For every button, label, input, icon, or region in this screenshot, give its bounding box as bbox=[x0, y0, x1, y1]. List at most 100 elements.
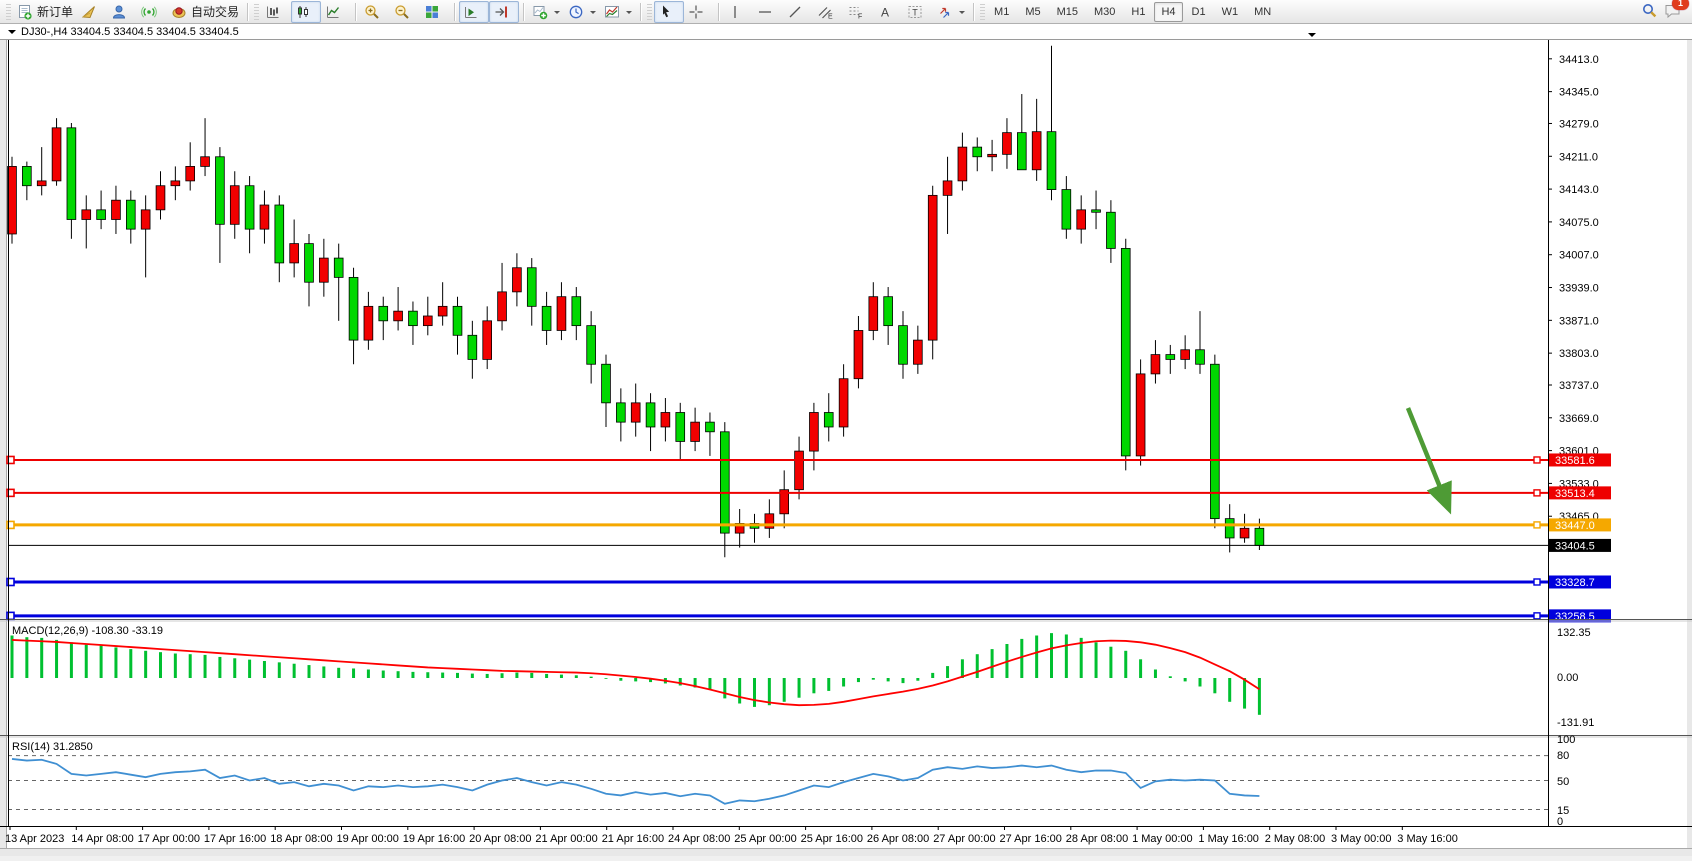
time-tick-label: 27 Apr 00:00 bbox=[933, 833, 995, 845]
line-handle[interactable] bbox=[6, 455, 15, 465]
time-tick-label: 25 Apr 16:00 bbox=[801, 833, 863, 845]
macd-histogram-bar bbox=[84, 644, 88, 678]
candle-up bbox=[81, 209, 92, 220]
indicators-button[interactable] bbox=[528, 1, 564, 23]
timeframe-m5[interactable]: M5 bbox=[1025, 5, 1041, 18]
search-icon[interactable] bbox=[1641, 2, 1658, 22]
candle-down bbox=[675, 412, 686, 442]
macd-histogram-bar bbox=[307, 665, 311, 678]
periods-button[interactable] bbox=[564, 1, 600, 23]
tile-windows-button[interactable] bbox=[420, 1, 450, 23]
candle-up bbox=[987, 153, 997, 158]
zoom-out-button[interactable] bbox=[390, 1, 420, 23]
rsi-scale-label: 50 bbox=[1557, 776, 1569, 788]
timeframe-group: M1 M5 M15 M30 H1 H4 D1 W1 MN bbox=[987, 1, 1278, 22]
label-tool[interactable]: T bbox=[903, 1, 933, 23]
chart-window: 34413.0 34345.0 34279.0 34211.0 34143.0 34075… bbox=[0, 40, 1692, 856]
quick-trade-triangle-icon[interactable] bbox=[1308, 33, 1316, 41]
candle-down bbox=[823, 412, 834, 428]
toolbar-grip[interactable] bbox=[6, 3, 11, 20]
dropdown-arrow-icon bbox=[590, 10, 597, 17]
time-tick-label: 26 Apr 08:00 bbox=[867, 833, 929, 845]
time-tick-label: 21 Apr 00:00 bbox=[535, 833, 597, 845]
macd-histogram-bar bbox=[1198, 678, 1202, 687]
chart-shift-button[interactable] bbox=[489, 0, 520, 23]
horizontal-line-tool[interactable] bbox=[753, 1, 783, 23]
macd-histogram-bar bbox=[960, 659, 964, 678]
timeframe-d1[interactable]: D1 bbox=[1191, 5, 1206, 18]
fibonacci-tool[interactable]: F bbox=[843, 1, 873, 23]
candle-down bbox=[22, 166, 32, 187]
time-tick-label: 18 Apr 08:00 bbox=[270, 833, 332, 845]
time-tick-label: 1 May 00:00 bbox=[1132, 833, 1193, 845]
macd-histogram-bar bbox=[322, 666, 326, 678]
line-handle[interactable] bbox=[6, 577, 15, 587]
text-icon: A bbox=[877, 4, 893, 20]
candle-down bbox=[304, 243, 314, 283]
timeframe-m1[interactable]: M1 bbox=[994, 5, 1010, 18]
timeframe-mn[interactable]: MN bbox=[1254, 5, 1272, 18]
arrows-tool[interactable] bbox=[933, 1, 969, 23]
toolbar-grip[interactable] bbox=[254, 3, 260, 20]
templates-button[interactable] bbox=[600, 1, 636, 23]
toolbar-grip[interactable] bbox=[980, 3, 986, 20]
price-tick-label: 33737.0 bbox=[1559, 380, 1599, 392]
chart-line-button[interactable] bbox=[321, 1, 351, 23]
channel-icon: E bbox=[817, 4, 833, 20]
cursor-button[interactable] bbox=[654, 0, 685, 23]
line-handle[interactable] bbox=[1533, 521, 1541, 529]
trend-arrow-annotation[interactable] bbox=[1405, 407, 1452, 515]
timeframe-h4[interactable]: H4 bbox=[1154, 1, 1183, 22]
collapse-triangle-icon[interactable] bbox=[8, 29, 16, 38]
notifications-button[interactable]: 1 bbox=[1664, 0, 1689, 22]
time-tick-label: 14 Apr 08:00 bbox=[71, 833, 133, 845]
profile-button[interactable] bbox=[107, 1, 137, 23]
macd-histogram-bar bbox=[173, 653, 177, 678]
text-tool[interactable]: A bbox=[873, 1, 903, 23]
candle-up bbox=[556, 296, 567, 331]
timeframe-m30[interactable]: M30 bbox=[1094, 5, 1116, 18]
line-handle[interactable] bbox=[1533, 456, 1541, 464]
macd-histogram-bar bbox=[886, 678, 890, 682]
crosshair-button[interactable] bbox=[684, 1, 714, 23]
timeframe-m15[interactable]: M15 bbox=[1056, 5, 1078, 18]
signals-icon bbox=[141, 4, 157, 20]
equidistant-channel-tool[interactable]: E bbox=[813, 1, 843, 23]
toolbar-grip[interactable] bbox=[647, 3, 653, 20]
time-axis[interactable]: 13 Apr 2023 14 Apr 08:00 17 Apr 00:00 17 Ap… bbox=[5, 826, 1458, 845]
line-handle[interactable] bbox=[1533, 489, 1541, 497]
line-handle[interactable] bbox=[6, 520, 15, 530]
macd-histogram-bar bbox=[1109, 646, 1113, 678]
zoom-in-button[interactable] bbox=[360, 1, 390, 23]
candle-up bbox=[779, 489, 789, 515]
macd-histogram-bar bbox=[901, 678, 905, 684]
chart-bars-button[interactable] bbox=[261, 1, 291, 23]
timeframe-h1[interactable]: H1 bbox=[1131, 5, 1146, 18]
price-chart[interactable]: 34413.0 34345.0 34279.0 34211.0 34143.0 34075… bbox=[0, 40, 1692, 856]
new-order-button[interactable]: 新订单 bbox=[13, 1, 77, 23]
candle-up bbox=[140, 209, 151, 230]
line-handle[interactable] bbox=[1533, 578, 1541, 586]
horizontal-line-icon bbox=[757, 4, 773, 20]
line-handle[interactable] bbox=[1533, 612, 1541, 620]
candle-up bbox=[185, 166, 196, 182]
candle-down bbox=[348, 276, 359, 341]
macd-histogram-bar bbox=[1035, 635, 1039, 678]
signals-button[interactable] bbox=[137, 1, 167, 23]
separator bbox=[718, 2, 720, 21]
price-tick-label: 34345.0 bbox=[1559, 87, 1599, 99]
autotrade-button[interactable]: 自动交易 bbox=[167, 1, 243, 23]
vertical-line-tool[interactable] bbox=[723, 1, 753, 23]
macd-histogram-bar bbox=[441, 672, 445, 678]
candle-down bbox=[1210, 363, 1220, 520]
timeframe-w1[interactable]: W1 bbox=[1221, 5, 1239, 18]
market-icon bbox=[81, 4, 97, 20]
autoscroll-button[interactable] bbox=[459, 0, 490, 23]
templates-icon bbox=[604, 4, 620, 20]
trendline-tool[interactable] bbox=[783, 1, 813, 23]
macd-histogram-bar bbox=[589, 676, 593, 678]
line-handle[interactable] bbox=[6, 488, 15, 498]
chart-candles-button[interactable] bbox=[291, 0, 322, 23]
macd-histogram-bar bbox=[738, 678, 742, 704]
market-button[interactable] bbox=[77, 1, 107, 23]
